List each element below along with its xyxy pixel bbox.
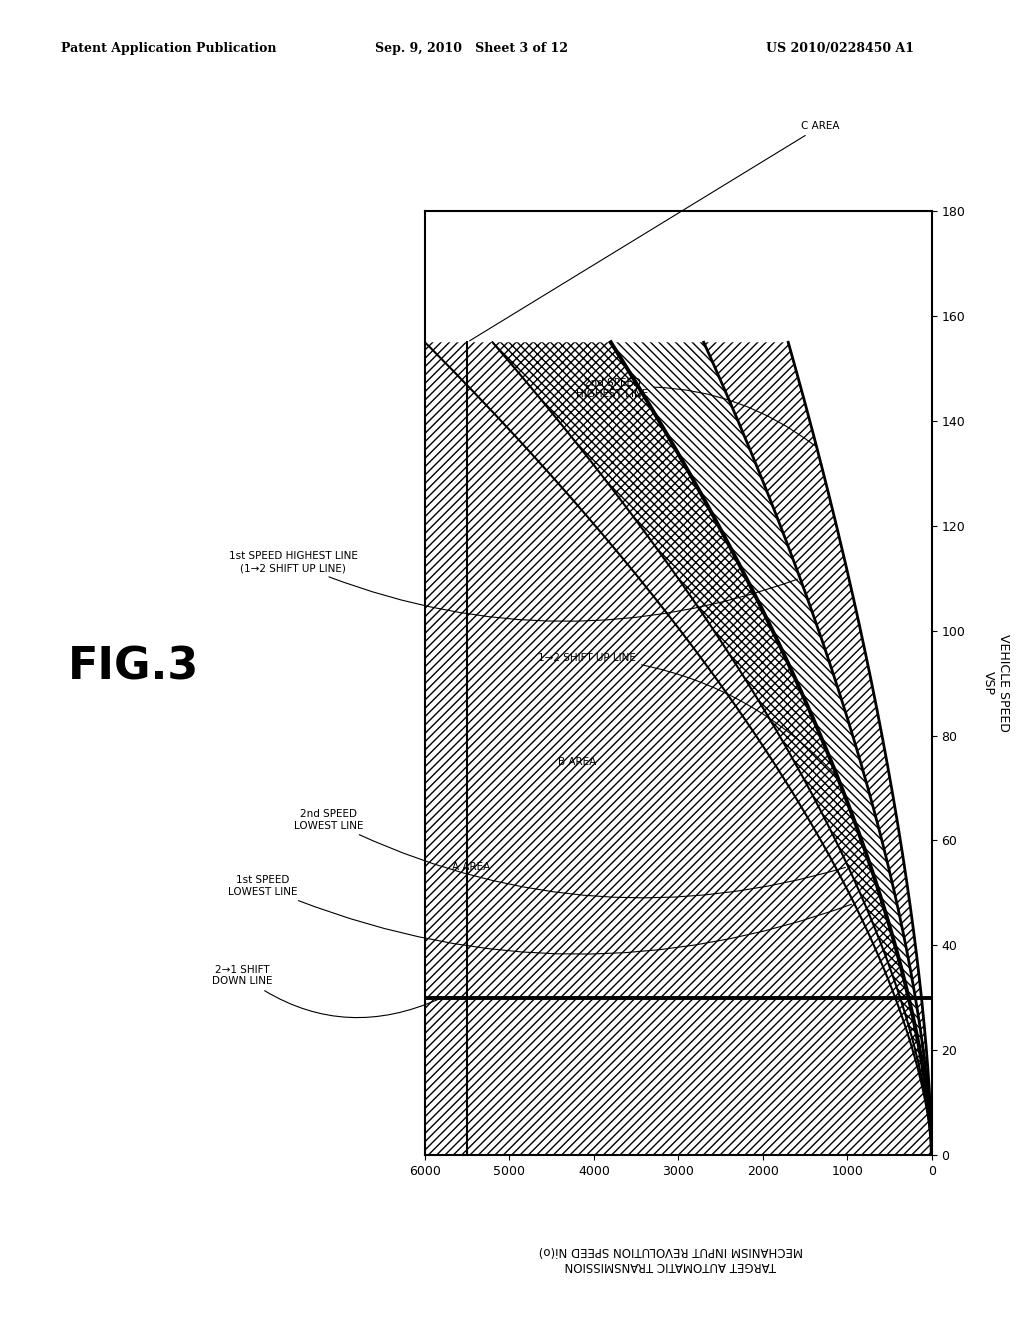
Text: FIG.3: FIG.3 (68, 645, 199, 688)
Text: 1st SPEED
LOWEST LINE: 1st SPEED LOWEST LINE (228, 875, 852, 954)
Text: US 2010/0228450 A1: US 2010/0228450 A1 (766, 42, 913, 55)
Text: 1→2 SHIFT UP LINE: 1→2 SHIFT UP LINE (539, 652, 836, 775)
Y-axis label: VEHICLE SPEED
VSP: VEHICLE SPEED VSP (982, 634, 1010, 733)
Text: Sep. 9, 2010   Sheet 3 of 12: Sep. 9, 2010 Sheet 3 of 12 (375, 42, 567, 55)
Text: 1st SPEED HIGHEST LINE
(1→2 SHIFT UP LINE): 1st SPEED HIGHEST LINE (1→2 SHIFT UP LIN… (228, 552, 798, 622)
Text: A AREA: A AREA (453, 862, 490, 871)
Polygon shape (425, 342, 932, 1155)
Text: B AREA: B AREA (558, 756, 596, 767)
Text: TARGET AUTOMATIC TRANSMISSION
MECHANISM INPUT REVOLUTION SPEED Ni(o): TARGET AUTOMATIC TRANSMISSION MECHANISM … (539, 1243, 803, 1272)
Polygon shape (703, 342, 932, 1155)
Text: 2nd SPEED
HIGHEST LINE: 2nd SPEED HIGHEST LINE (577, 378, 814, 445)
Polygon shape (425, 342, 932, 1155)
Text: Patent Application Publication: Patent Application Publication (61, 42, 276, 55)
Polygon shape (610, 342, 932, 1155)
Text: 2nd SPEED
LOWEST LINE: 2nd SPEED LOWEST LINE (294, 809, 846, 898)
Text: 2→1 SHIFT
DOWN LINE: 2→1 SHIFT DOWN LINE (212, 965, 439, 1018)
Polygon shape (493, 342, 932, 1155)
Text: C AREA: C AREA (470, 121, 840, 341)
